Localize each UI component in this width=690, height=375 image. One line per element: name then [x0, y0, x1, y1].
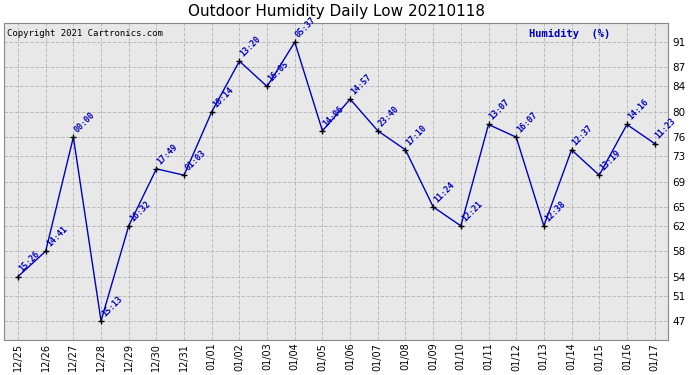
Text: 13:07: 13:07 [488, 98, 512, 122]
Text: 10:14: 10:14 [211, 85, 235, 109]
Text: 11:24: 11:24 [433, 180, 456, 204]
Text: 12:21: 12:21 [460, 199, 484, 223]
Text: 12:37: 12:37 [571, 123, 595, 147]
Text: Humidity  (%): Humidity (%) [529, 30, 610, 39]
Text: 14:41: 14:41 [45, 224, 69, 249]
Text: 00:00: 00:00 [72, 110, 97, 134]
Text: 14:06: 14:06 [322, 104, 346, 128]
Text: 11:23: 11:23 [653, 117, 678, 141]
Text: 17:10: 17:10 [404, 123, 428, 147]
Text: 14:57: 14:57 [349, 72, 373, 96]
Text: 05:37: 05:37 [294, 15, 318, 39]
Text: 23:40: 23:40 [377, 104, 401, 128]
Text: 14:16: 14:16 [626, 98, 650, 122]
Text: 16:05: 16:05 [266, 60, 290, 84]
Text: 13:20: 13:20 [239, 34, 263, 58]
Text: 16:32: 16:32 [128, 199, 152, 223]
Text: 15:13: 15:13 [100, 294, 124, 318]
Text: 17:49: 17:49 [155, 142, 179, 166]
Text: 13:19: 13:19 [598, 148, 622, 172]
Text: 15:26: 15:26 [17, 250, 41, 274]
Text: 12:38: 12:38 [543, 199, 567, 223]
Title: Outdoor Humidity Daily Low 20210118: Outdoor Humidity Daily Low 20210118 [188, 4, 485, 19]
Text: Copyright 2021 Cartronics.com: Copyright 2021 Cartronics.com [8, 30, 164, 39]
Text: 16:07: 16:07 [515, 110, 540, 134]
Text: 01:03: 01:03 [184, 148, 207, 172]
